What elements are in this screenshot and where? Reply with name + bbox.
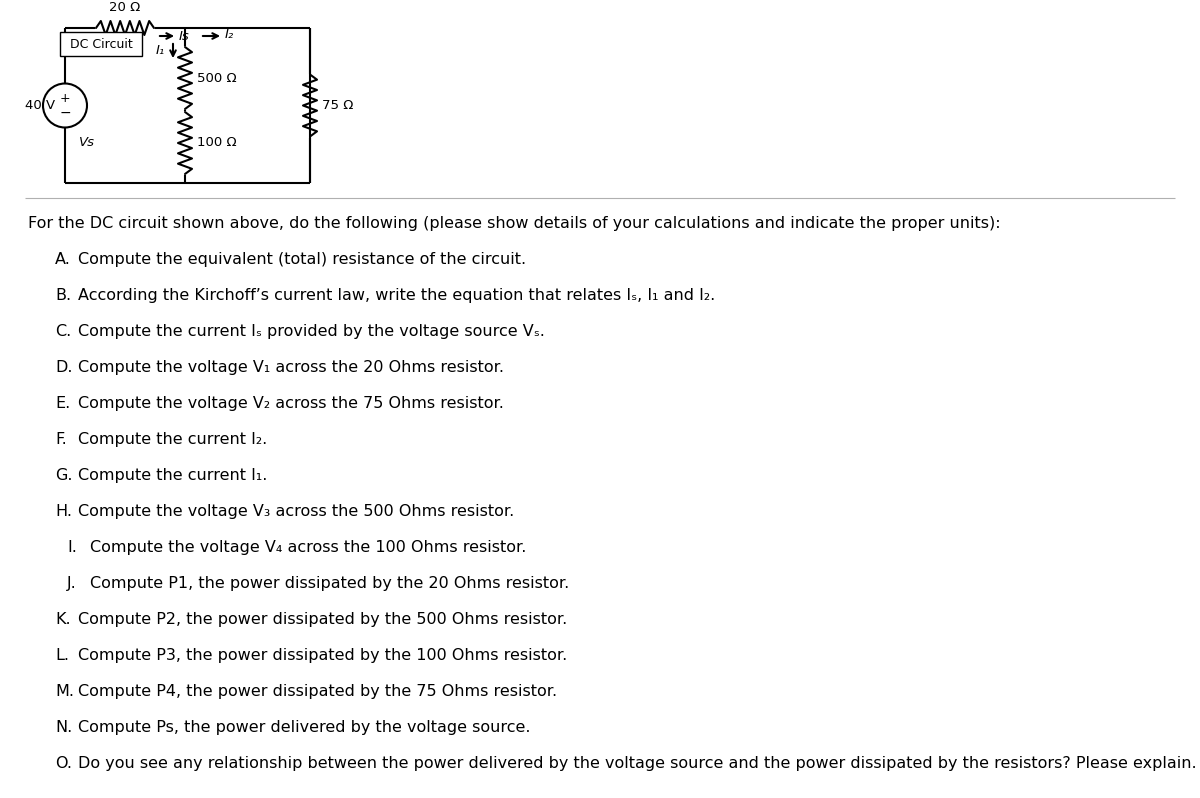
Text: Compute the current I₂.: Compute the current I₂.: [78, 432, 268, 447]
Text: 500 Ω: 500 Ω: [197, 72, 236, 85]
Text: DC Circuit: DC Circuit: [70, 38, 132, 50]
Text: O.: O.: [55, 756, 72, 771]
Text: Compute the current Iₛ provided by the voltage source Vₛ.: Compute the current Iₛ provided by the v…: [78, 324, 545, 339]
Text: I₁: I₁: [156, 45, 166, 57]
Text: J.: J.: [67, 576, 77, 591]
Text: Compute Ps, the power delivered by the voltage source.: Compute Ps, the power delivered by the v…: [78, 720, 530, 735]
Text: I.: I.: [67, 540, 77, 555]
Text: Compute the voltage V₃ across the 500 Ohms resistor.: Compute the voltage V₃ across the 500 Oh…: [78, 504, 515, 519]
Text: 20 Ω: 20 Ω: [109, 1, 140, 14]
Text: 100 Ω: 100 Ω: [197, 136, 236, 149]
Text: Is: Is: [179, 30, 190, 42]
Text: H.: H.: [55, 504, 72, 519]
Text: For the DC circuit shown above, do the following (please show details of your ca: For the DC circuit shown above, do the f…: [28, 216, 1001, 231]
Text: Compute P1, the power dissipated by the 20 Ohms resistor.: Compute P1, the power dissipated by the …: [90, 576, 569, 591]
Text: Do you see any relationship between the power delivered by the voltage source an: Do you see any relationship between the …: [78, 756, 1196, 771]
Text: 40 V: 40 V: [25, 99, 55, 112]
Text: Compute the equivalent (total) resistance of the circuit.: Compute the equivalent (total) resistanc…: [78, 252, 526, 267]
Text: According the Kirchoff’s current law, write the equation that relates Iₛ, I₁ and: According the Kirchoff’s current law, wr…: [78, 288, 715, 303]
Text: Compute P3, the power dissipated by the 100 Ohms resistor.: Compute P3, the power dissipated by the …: [78, 648, 568, 663]
Text: C.: C.: [55, 324, 71, 339]
Text: Vs: Vs: [79, 136, 95, 148]
Text: Compute the voltage V₄ across the 100 Ohms resistor.: Compute the voltage V₄ across the 100 Oh…: [90, 540, 527, 555]
Text: M.: M.: [55, 684, 74, 699]
Text: A.: A.: [55, 252, 71, 267]
Text: F.: F.: [55, 432, 67, 447]
Text: +: +: [60, 92, 71, 105]
Text: Compute the voltage V₂ across the 75 Ohms resistor.: Compute the voltage V₂ across the 75 Ohm…: [78, 396, 504, 411]
Text: I₂: I₂: [226, 27, 234, 41]
Text: E.: E.: [55, 396, 71, 411]
Text: −: −: [59, 105, 71, 120]
Text: K.: K.: [55, 612, 71, 627]
Text: N.: N.: [55, 720, 72, 735]
Text: 75 Ω: 75 Ω: [322, 99, 353, 112]
Text: Compute the voltage V₁ across the 20 Ohms resistor.: Compute the voltage V₁ across the 20 Ohm…: [78, 360, 504, 375]
Text: Compute P2, the power dissipated by the 500 Ohms resistor.: Compute P2, the power dissipated by the …: [78, 612, 568, 627]
Text: Compute P4, the power dissipated by the 75 Ohms resistor.: Compute P4, the power dissipated by the …: [78, 684, 557, 699]
Text: G.: G.: [55, 468, 72, 483]
Bar: [60, 32, 142, 56]
Text: L.: L.: [55, 648, 70, 663]
Text: D.: D.: [55, 360, 72, 375]
Text: Compute the current I₁.: Compute the current I₁.: [78, 468, 268, 483]
Text: B.: B.: [55, 288, 71, 303]
